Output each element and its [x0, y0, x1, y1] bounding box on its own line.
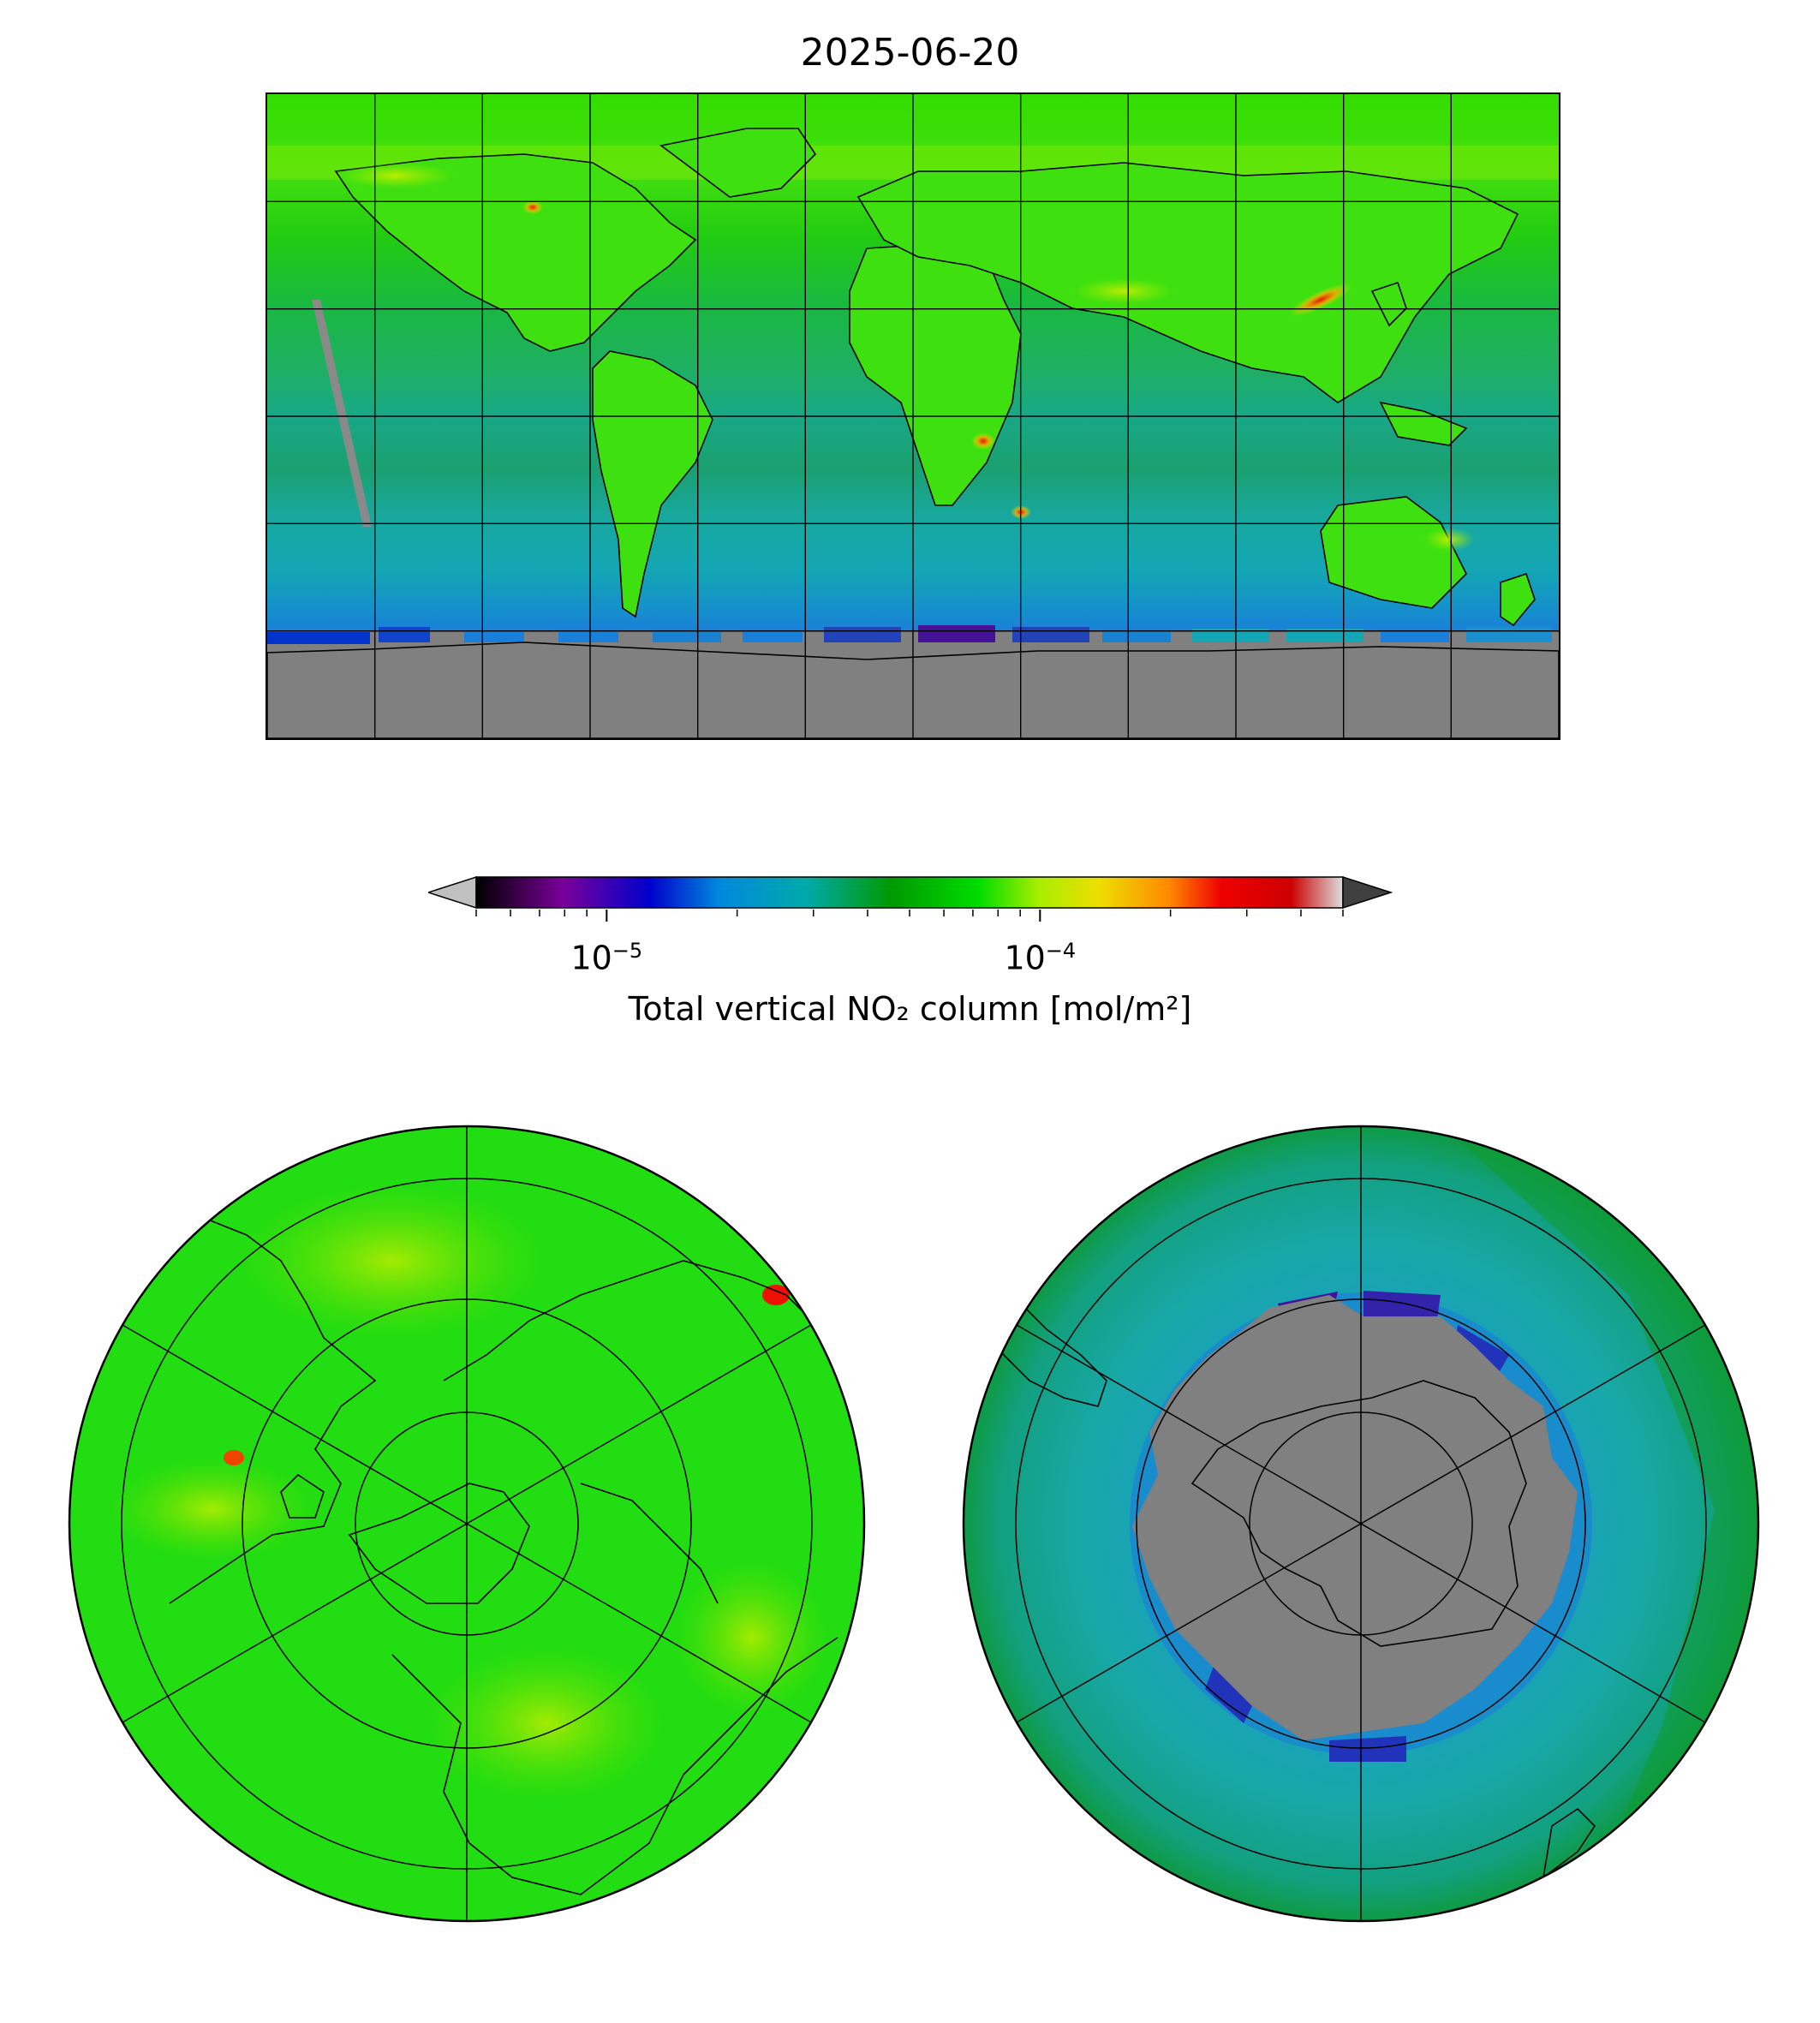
colorbar-ticks	[475, 910, 1344, 922]
warm-area-alaska	[336, 162, 456, 189]
hotspot-east-asia	[1289, 283, 1352, 317]
north-hotspot	[762, 1285, 790, 1305]
world-map	[266, 92, 1560, 740]
north-polar-map	[68, 1125, 866, 1923]
nodata-swath	[312, 300, 372, 527]
siberia-warm-area	[675, 1561, 829, 1715]
north-hotspot	[224, 1450, 244, 1465]
arctic-warm-area	[238, 1184, 546, 1338]
canada-warm-area	[110, 1458, 315, 1561]
warm-area-middle-east	[1072, 277, 1175, 305]
warm-area-australia	[1423, 528, 1475, 552]
colorbar-extend-low	[428, 875, 477, 910]
north-graticule	[121, 1126, 813, 1921]
colorbar-gradient	[475, 876, 1344, 909]
south-polar-map	[962, 1125, 1760, 1923]
north-coastlines	[160, 1183, 838, 1895]
south-graticule	[1015, 1126, 1707, 1921]
hotspot-north-america	[522, 200, 543, 214]
south-edge-artifact	[1329, 1736, 1406, 1762]
world-map-canvas	[267, 94, 1559, 738]
colorbar-tick-label: 10−4	[1004, 939, 1077, 977]
colorbar	[428, 875, 1393, 910]
south-outer-green	[1441, 1126, 1758, 1921]
graticule	[267, 94, 1559, 738]
southern-edge-artifacts	[267, 625, 1552, 644]
colorbar-label: Total vertical NO₂ column [mol/m²]	[628, 990, 1192, 1028]
colorbar-tick-label: 10−5	[570, 939, 643, 977]
north-map-border	[68, 1125, 866, 1923]
hotspot-central-africa	[971, 433, 995, 450]
south-nodata-region	[1132, 1295, 1578, 1740]
south-map-border	[962, 1125, 1760, 1923]
chart-title: 2025-06-20	[800, 31, 1020, 75]
europe-warm-area	[427, 1646, 666, 1800]
colorbar-extend-high	[1342, 875, 1393, 910]
